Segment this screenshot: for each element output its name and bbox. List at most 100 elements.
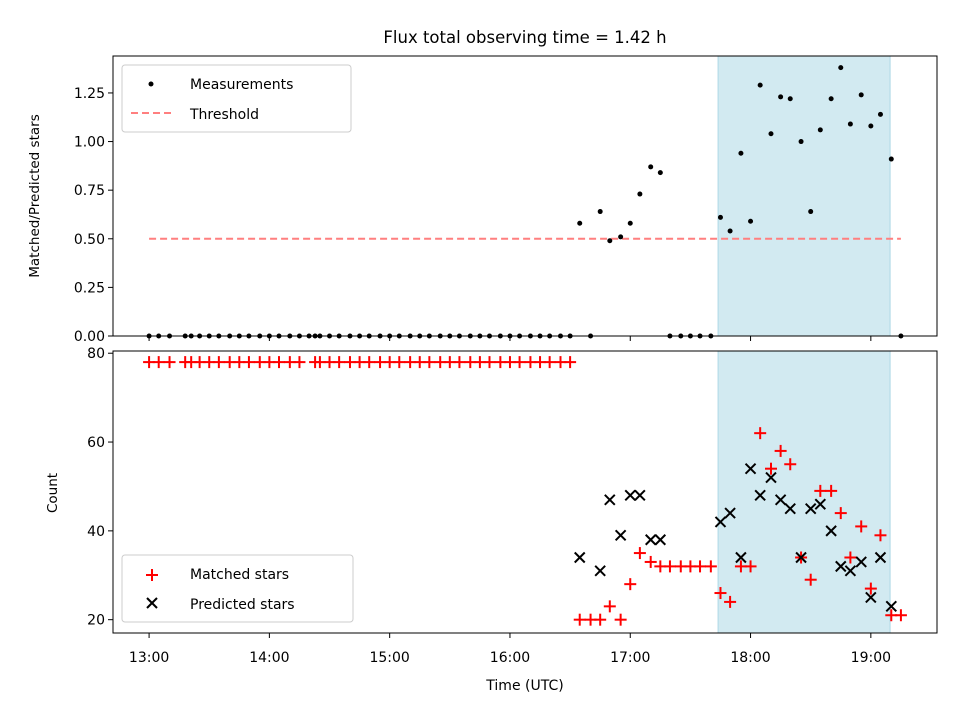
matched-star-point	[273, 356, 286, 369]
predicted-star-point	[835, 560, 847, 573]
measurement-point	[888, 156, 894, 162]
count-y-tick-label: 60	[87, 435, 105, 451]
ratio-y-tick-label: 1.00	[74, 135, 105, 151]
matched-star-point	[513, 356, 526, 369]
count-observing-span	[717, 350, 891, 634]
measurement-point	[877, 111, 883, 117]
ratio-y-tick-label: 0.25	[74, 280, 105, 296]
matched-star-point	[834, 507, 847, 520]
x-tick-label: 15:00	[369, 650, 409, 666]
predicted-star-point	[825, 525, 837, 537]
measurement-point	[787, 96, 793, 102]
measurement-point	[717, 214, 723, 220]
matched-star-point	[614, 613, 627, 626]
matched-star-point	[874, 529, 887, 542]
matched-star-point	[603, 600, 616, 613]
matched-star-point	[825, 484, 838, 497]
count-y-tick-label: 20	[87, 613, 105, 629]
count-y-tick-label: 40	[87, 524, 105, 540]
matched-star-point	[844, 551, 857, 564]
predicted-star-point	[735, 551, 747, 564]
measurement-point	[798, 139, 804, 145]
chart-title: Flux total observing time = 1.42 h	[383, 28, 666, 47]
measurement-point	[808, 209, 814, 215]
predicted-star-point	[885, 600, 897, 613]
measurement-point	[757, 82, 763, 88]
x-tick-label: 16:00	[490, 650, 530, 666]
matched-star-point	[333, 356, 346, 369]
matched-star-point	[724, 595, 737, 608]
ratio-y-tick-label: 1.25	[74, 86, 105, 102]
measurement-point	[727, 228, 733, 234]
matched-star-point	[363, 356, 376, 369]
matched-star-point	[814, 484, 827, 497]
matched-star-point	[894, 609, 907, 622]
predicted-star-point	[634, 489, 646, 502]
matched-star-point	[163, 356, 176, 369]
predicted-star-point	[874, 551, 887, 564]
predicted-star-point	[855, 556, 867, 568]
matched-star-point	[764, 462, 777, 475]
count-legend: Matched stars Predicted stars	[121, 554, 354, 623]
predicted-star-point	[644, 534, 657, 546]
predicted-star-point	[724, 507, 736, 519]
matched-star-point	[704, 560, 717, 573]
count-y-tick-label: 80	[87, 346, 105, 362]
matched-star-point	[744, 560, 757, 573]
predicted-star-point	[844, 565, 857, 577]
measurement-point	[828, 96, 834, 102]
x-tick-label: 13:00	[129, 650, 169, 666]
matched-star-point	[483, 356, 496, 369]
matched-star-point	[564, 356, 577, 369]
x-tick-label: 19:00	[851, 650, 891, 666]
ratio-y-tick-label: 0.75	[74, 183, 105, 199]
ratio-y-tick-label: 0.50	[74, 232, 105, 248]
matched-star-point	[694, 560, 707, 573]
matched-star-point	[774, 444, 787, 457]
matched-star-point	[543, 356, 556, 369]
predicted-star-point	[865, 591, 877, 604]
measurement-point	[768, 131, 774, 137]
measurement-point	[738, 150, 744, 156]
matched-star-point	[624, 578, 637, 591]
matched-star-point	[453, 356, 466, 369]
measurement-point	[838, 65, 844, 71]
matched-star-point	[804, 573, 817, 586]
matched-star-point	[393, 356, 406, 369]
measurement-point	[648, 164, 654, 170]
ratio-observing-span	[717, 55, 891, 337]
matched-star-point	[714, 587, 727, 600]
predicted-star-point	[774, 494, 787, 506]
matched-star-point	[293, 356, 306, 369]
predicted-star-point	[804, 502, 817, 515]
measurement-point	[858, 92, 864, 98]
legend-matched-label: Matched stars	[190, 567, 289, 583]
predicted-star-point	[614, 529, 627, 542]
x-tick-label: 17:00	[610, 650, 650, 666]
predicted-star-point	[784, 502, 796, 515]
predicted-star-point	[574, 551, 586, 564]
legend-threshold-label: Threshold	[189, 107, 259, 123]
measurement-point	[817, 127, 823, 133]
matched-star-point	[784, 458, 797, 471]
predicted-star-point	[714, 516, 727, 528]
predicted-star-point	[814, 498, 827, 510]
predicted-star-point	[654, 534, 667, 546]
predicted-star-point	[754, 489, 766, 502]
matched-star-point	[644, 555, 657, 568]
matched-star-point	[754, 427, 767, 440]
x-tick-label: 18:00	[730, 650, 770, 666]
measurement-point	[627, 220, 633, 226]
x-axis-label: Time (UTC)	[485, 678, 563, 694]
matched-star-point	[573, 613, 586, 626]
count-panel-frame	[112, 350, 938, 634]
measurement-point	[597, 209, 603, 215]
predicted-star-point	[765, 471, 777, 484]
predicted-star-point	[795, 551, 807, 564]
x-tick-label: 14:00	[249, 650, 289, 666]
matched-star-point	[864, 582, 877, 595]
legend-predicted-label: Predicted stars	[190, 597, 295, 613]
predicted-star-point	[594, 565, 606, 577]
matched-star-point	[594, 613, 607, 626]
